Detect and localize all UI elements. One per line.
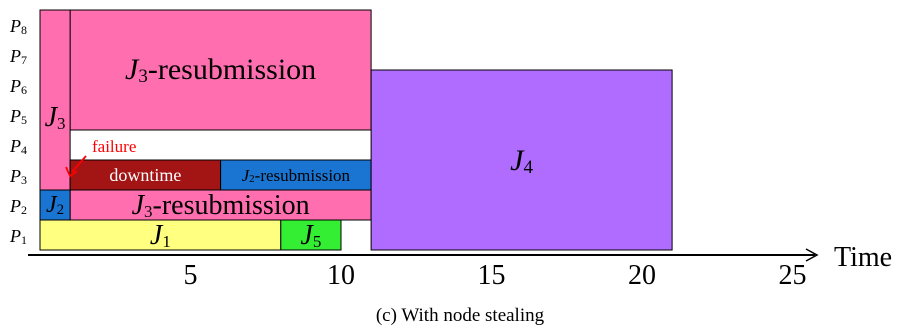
block-j4 — [370, 69, 673, 251]
processor-labels: P1 P2 P3 P4 P5 P6 P7 P8 — [9, 16, 27, 247]
processor-label: P8 — [9, 16, 27, 37]
time-tick-label: 5 — [184, 260, 198, 291]
processor-label: P7 — [9, 46, 27, 67]
label-downtime: downtime — [109, 165, 181, 185]
processor-label: P1 — [9, 226, 27, 247]
time-tick-label: 15 — [478, 260, 506, 291]
processor-label: P6 — [9, 76, 27, 97]
label-j3-lower: J3-resubmission — [132, 190, 310, 221]
block-j3-left — [39, 9, 71, 221]
failure-label: failure — [92, 137, 136, 156]
block-j1 — [39, 219, 282, 251]
time-tick-labels: 5 10 15 20 25 — [184, 260, 807, 291]
label-j5: J5 — [300, 220, 321, 251]
processor-label: P5 — [9, 106, 27, 127]
label-j2: J2 — [46, 192, 64, 218]
label-j3-main: J3-resubmission — [125, 53, 316, 87]
job-blocks — [39, 9, 673, 251]
time-tick-label: 20 — [628, 260, 656, 291]
processor-label: P2 — [9, 196, 27, 217]
label-j2-resub: J2-resubmission — [242, 166, 351, 186]
label-j1: J1 — [150, 220, 171, 251]
block-j3-main — [69, 9, 372, 131]
failure-arrow-icon — [65, 155, 87, 178]
failure-annotation: failure — [65, 137, 136, 178]
time-tick-label: 25 — [779, 260, 807, 291]
block-labels: J3-resubmission J3 J3-resubmission J2 downti… — [45, 53, 534, 251]
block-j2 — [39, 189, 71, 221]
figure-caption: (c) With node stealing — [376, 305, 545, 326]
time-axis-arrowhead — [805, 248, 819, 262]
processor-label: P4 — [9, 136, 27, 157]
label-j4: J4 — [510, 144, 533, 178]
processor-label: P3 — [9, 166, 27, 187]
time-tick-label: 10 — [327, 260, 355, 291]
time-axis: Time — [28, 242, 892, 273]
label-j3-left: J3 — [45, 102, 66, 133]
block-downtime — [69, 159, 222, 191]
block-j2-resub — [220, 159, 372, 191]
block-j5 — [280, 219, 342, 251]
time-axis-label: Time — [834, 242, 892, 273]
